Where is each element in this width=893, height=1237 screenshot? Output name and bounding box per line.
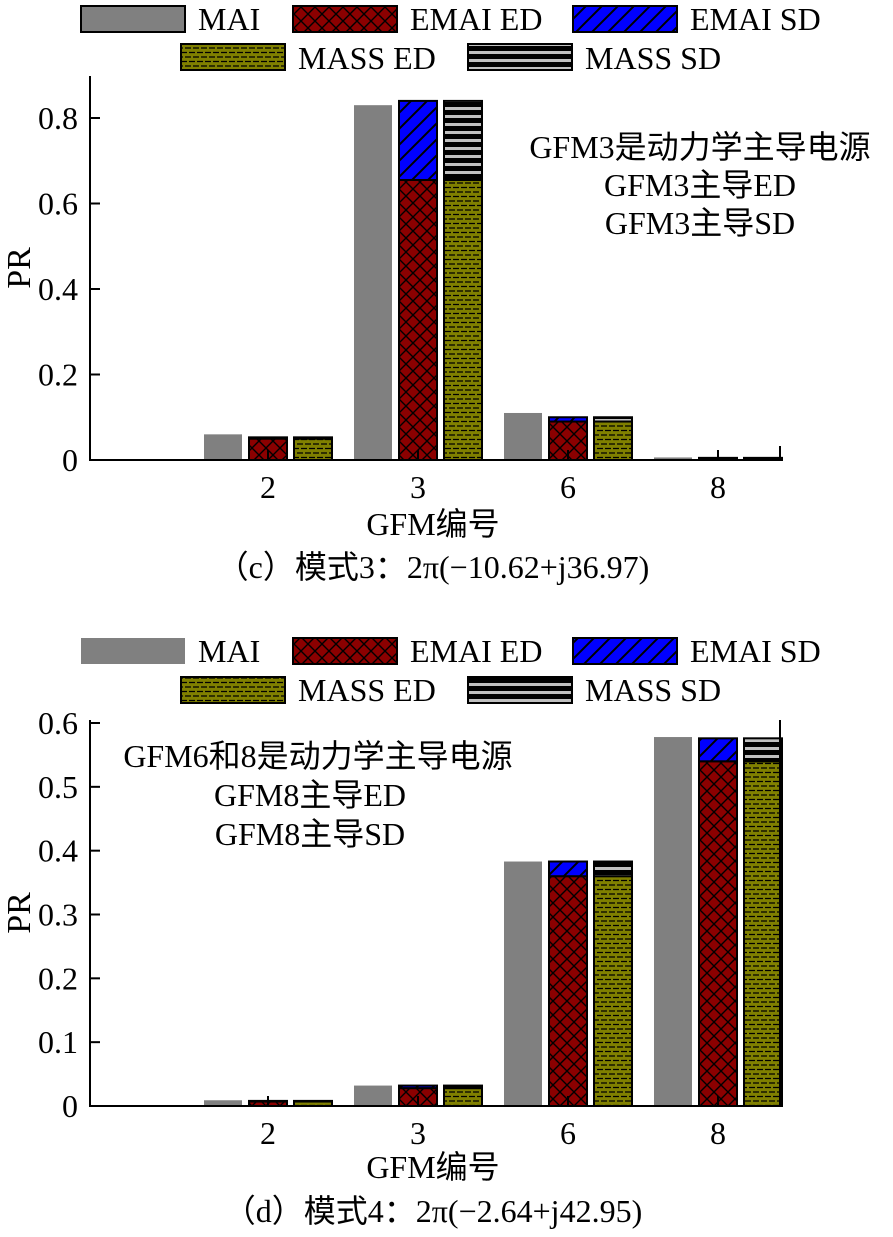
x-tick-label-d-0: 2: [260, 1115, 276, 1151]
bar-mai-gfm2-d: [204, 1100, 242, 1106]
bar-mass-ed-gfm3-d: [443, 1087, 483, 1108]
bar-mai-gfm8-d: [654, 737, 692, 1106]
y-axis-label-d: PR: [1, 892, 38, 934]
bar-mai-gfm3-d: [354, 1085, 392, 1106]
bar-mass-ed-gfm6-c: [593, 420, 633, 461]
x-ticks-c: 2 3 6 8: [260, 450, 726, 505]
legend-label-emai-ed: EMAI ED: [410, 1, 542, 37]
y-tick-label-d-2: 0.2: [38, 960, 78, 996]
bar-mai-gfm6-c: [504, 412, 542, 460]
annotation-d-line-1: GFM6和8是动力学主导电源: [123, 738, 512, 774]
bar-emai-ed-gfm8-d: [698, 760, 738, 1107]
bar-mass-sd-gfm2-c: [293, 436, 333, 440]
legend-swatch-mass-sd: [467, 43, 573, 71]
plot-area-d: 0 0.1 0.2 0.3 0.4 0.5 0.6 2 3 6 8: [38, 705, 783, 1151]
y-ticks-d: 0 0.1 0.2 0.3 0.4 0.5 0.6: [38, 705, 100, 1124]
x-tick-label-c-3: 8: [710, 469, 726, 505]
y-tick-label-c-3: 0.6: [38, 186, 78, 222]
caption-d: （d）模式4：2π(−2.64+j42.95): [224, 1193, 642, 1229]
y-axis-label-c: PR: [1, 247, 38, 289]
annotation-c: GFM3是动力学主导电源 GFM3主导ED GFM3主导SD: [529, 129, 870, 241]
y-tick-label-c-2: 0.4: [38, 271, 78, 307]
x-tick-label-d-1: 3: [410, 1115, 426, 1151]
y-tick-label-d-5: 0.5: [38, 769, 78, 805]
legend-swatch-mass-sd-d: [467, 676, 573, 704]
bars-d: [204, 737, 783, 1108]
plot-area-c: 0 0.2 0.4 0.6 0.8 2 3 6 8: [38, 76, 783, 505]
bar-mass-sd-gfm3-d: [443, 1084, 483, 1090]
bar-emai-sd-gfm6-c: [548, 416, 588, 423]
bars-c: [204, 99, 783, 462]
annotation-c-line-3: GFM3主导SD: [605, 205, 795, 241]
legend-c: MAI EMAI ED EMAI SD MASS ED MASS SD: [80, 1, 821, 76]
x-tick-label-c-2: 6: [560, 469, 576, 505]
annotation-c-line-2: GFM3主导ED: [604, 167, 796, 203]
bar-mai-gfm6-d: [504, 861, 542, 1106]
annotation-d-line-2: GFM8主导ED: [214, 777, 406, 813]
bar-mass-sd-gfm8-d: [743, 737, 783, 763]
legend-swatch-mai-d: [81, 638, 185, 664]
bar-emai-sd-gfm3-c: [398, 99, 438, 181]
bar-mass-ed-gfm6-d: [593, 875, 633, 1108]
y-ticks-c: 0 0.2 0.4 0.6 0.8: [38, 100, 100, 478]
legend-swatch-mass-ed: [180, 43, 286, 71]
legend-label-mai: MAI: [198, 1, 260, 37]
annotation-d: GFM6和8是动力学主导电源 GFM8主导ED GFM8主导SD: [123, 738, 512, 852]
axis-lines-d: [89, 720, 781, 1107]
bar-mai-gfm3-c: [354, 105, 392, 461]
y-tick-label-d-0: 0: [62, 1088, 78, 1124]
panel-c: MAI EMAI ED EMAI SD MASS ED MASS SD 0 0.2…: [1, 1, 871, 585]
x-tick-label-c-1: 3: [410, 469, 426, 505]
bar-mass-sd-gfm2-d: [293, 1099, 333, 1103]
x-tick-label-c-0: 2: [260, 469, 276, 505]
y-tick-label-d-6: 0.6: [38, 705, 78, 741]
annotation-d-line-3: GFM8主导SD: [215, 816, 405, 852]
caption-c: （c）模式3：2π(−10.62+j36.97): [217, 549, 650, 585]
legend-label-mass-sd-d: MASS SD: [585, 672, 721, 708]
legend-swatch-mai: [80, 5, 186, 33]
legend-label-mass-sd: MASS SD: [585, 40, 721, 76]
legend-swatch-emai-ed: [292, 5, 398, 33]
legend-swatch-mass-ed-d: [180, 676, 286, 704]
legend-label-emai-sd-d: EMAI SD: [690, 633, 821, 669]
y-tick-label-d-3: 0.3: [38, 897, 78, 933]
y-tick-label-d-4: 0.4: [38, 833, 78, 869]
bar-emai-ed-gfm6-d: [548, 875, 588, 1108]
legend-swatch-emai-ed-d: [292, 637, 398, 665]
bar-mass-ed-gfm3-c: [443, 178, 483, 462]
legend-label-emai-sd: EMAI SD: [690, 1, 821, 37]
annotation-c-line-1: GFM3是动力学主导电源: [529, 129, 870, 165]
bar-emai-sd-gfm3-d: [398, 1084, 438, 1090]
bar-mass-ed-gfm2-c: [293, 437, 333, 461]
bar-mass-sd-gfm3-c: [443, 99, 483, 181]
panel-d: MAI EMAI ED EMAI SD MASS ED MASS SD 0 0.1…: [1, 633, 821, 1229]
bar-mass-sd-gfm6-c: [593, 416, 633, 423]
x-axis-label-c: GFM编号: [366, 506, 499, 542]
legend-label-mass-ed: MASS ED: [298, 40, 436, 76]
x-axis-label-d: GFM编号: [366, 1149, 499, 1185]
bar-emai-sd-gfm2-c: [248, 436, 288, 440]
bar-mai-gfm2-c: [204, 434, 242, 460]
legend-label-emai-ed-d: EMAI ED: [410, 633, 542, 669]
axis-lines-c: [89, 76, 781, 461]
x-tick-label-d-2: 6: [560, 1115, 576, 1151]
legend-label-mai-d: MAI: [198, 633, 260, 669]
legend-label-mass-ed-d: MASS ED: [298, 672, 436, 708]
x-ticks-d: 2 3 6 8: [260, 1096, 726, 1151]
legend-d: MAI EMAI ED EMAI SD MASS ED MASS SD: [81, 633, 821, 708]
bar-mass-sd-gfm6-d: [593, 860, 633, 878]
bar-mass-ed-gfm8-d: [743, 760, 783, 1107]
legend-swatch-emai-sd-d: [572, 637, 678, 665]
y-tick-label-c-4: 0.8: [38, 100, 78, 136]
bar-mai-gfm8-c: [654, 457, 692, 460]
bar-emai-ed-gfm3-c: [398, 178, 438, 462]
y-tick-label-c-0: 0: [62, 442, 78, 478]
y-tick-label-c-1: 0.2: [38, 357, 78, 393]
bar-emai-sd-gfm6-d: [548, 860, 588, 878]
bar-emai-sd-gfm8-d: [698, 737, 738, 763]
x-tick-label-d-3: 8: [710, 1115, 726, 1151]
legend-swatch-emai-sd: [572, 5, 678, 33]
y-tick-label-d-1: 0.1: [38, 1024, 78, 1060]
